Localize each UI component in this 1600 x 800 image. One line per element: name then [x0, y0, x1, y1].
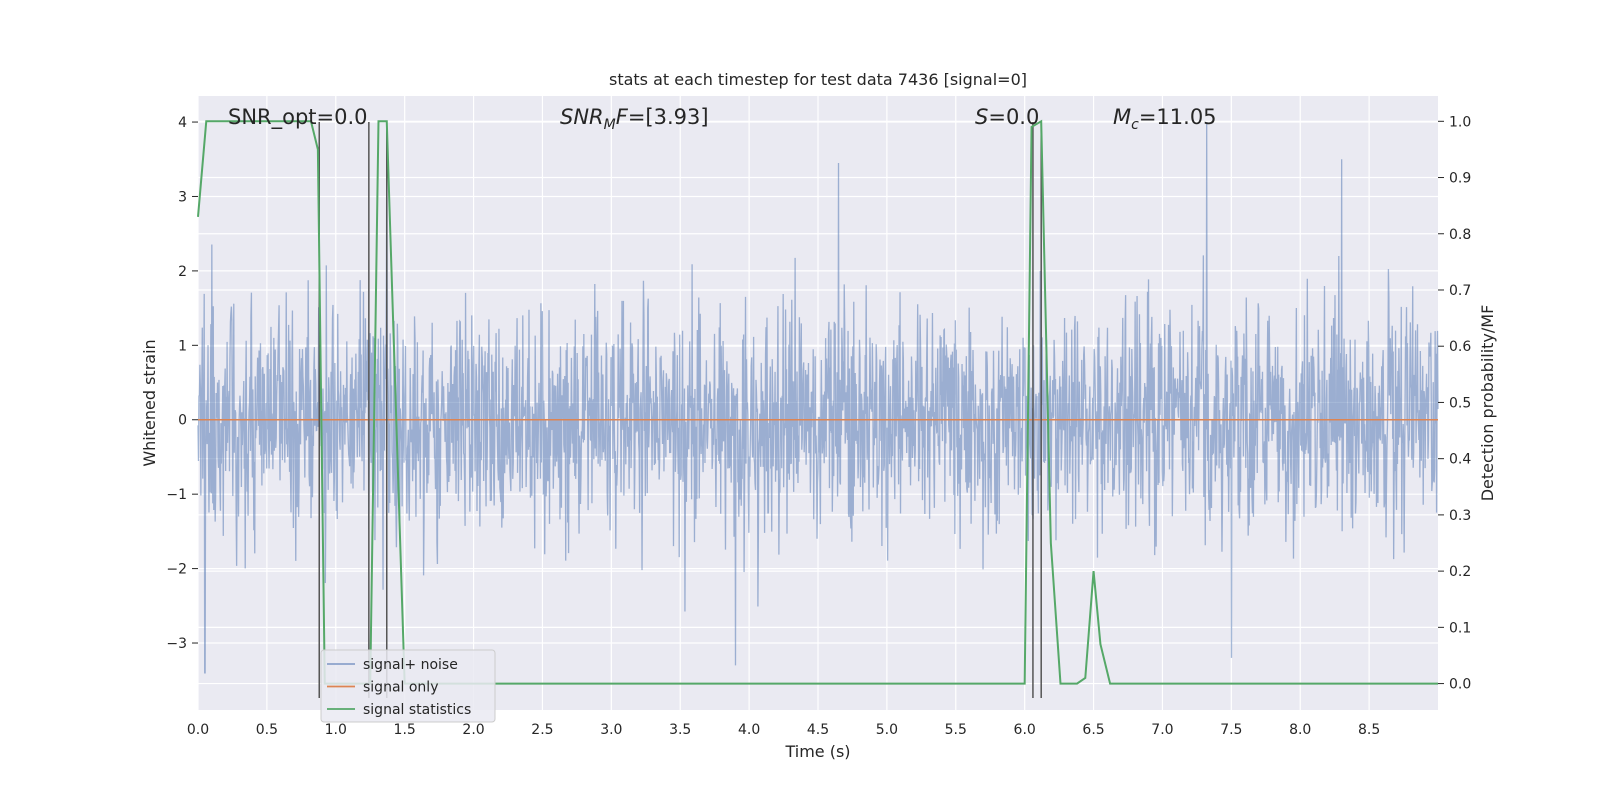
y-tick-label-right: 1.0: [1449, 114, 1471, 130]
legend-label: signal only: [363, 680, 438, 696]
x-tick-label: 7.0: [1151, 722, 1173, 738]
signal-plus-noise-line: [197, 122, 1439, 674]
x-tick-label: 3.5: [669, 722, 691, 738]
chart-title: stats at each timestep for test data 743…: [609, 70, 1027, 89]
x-tick-label: 0.0: [187, 722, 209, 738]
legend: signal+ noise signal only signal statistic…: [320, 649, 496, 723]
x-tick-label: 5.0: [876, 722, 898, 738]
legend-label: signal statistics: [363, 702, 471, 718]
x-tick-label: 7.5: [1220, 722, 1242, 738]
y-tick-label-left: 4: [178, 115, 187, 131]
x-tick-label: 8.5: [1358, 722, 1380, 738]
x-tick-label: 0.5: [256, 722, 278, 738]
x-tick-label: 3.0: [600, 722, 622, 738]
x-tick-label: 1.5: [394, 722, 416, 738]
y-tick-label-left: 3: [178, 189, 187, 205]
snr-mf-annotation: SNRMF=[3.93]: [560, 105, 709, 133]
y-tick-label-right: 0.7: [1449, 283, 1471, 299]
y-axis-label-left: Whitened strain: [140, 339, 159, 466]
snr-opt-annotation: SNR_opt=0.0: [228, 105, 368, 130]
x-tick-label: 6.5: [1082, 722, 1104, 738]
y-tick-label-left: 1: [178, 338, 187, 354]
mc-annotation: Mc=11.05: [1113, 105, 1217, 133]
annotations: SNR_opt=0.0 SNRMF=[3.93] S=0.0 Mc=11.05: [228, 105, 1217, 133]
y-tick-label-left: −2: [166, 562, 187, 578]
x-tick-label: 6.0: [1014, 722, 1036, 738]
x-tick-label: 8.0: [1289, 722, 1311, 738]
x-tick-label: 2.0: [462, 722, 484, 738]
x-tick-label: 4.5: [807, 722, 829, 738]
legend-box: [320, 649, 496, 723]
y-tick-label-right: 0.0: [1449, 677, 1471, 693]
y-tick-label-right: 0.6: [1449, 339, 1471, 355]
y-tick-label-right: 0.2: [1449, 564, 1471, 580]
signal-plus-noise-series: [197, 122, 1439, 674]
x-tick-label: 2.5: [531, 722, 553, 738]
y-tick-label-left: 2: [178, 264, 187, 280]
axes: 0.0 0.5 1.0 1.5 2.0 2.5 3.0 3.5 4.0 4.5 5.0 5.5 6.0 6…: [166, 114, 1471, 738]
legend-label: signal+ noise: [363, 657, 458, 673]
x-tick-label: 5.5: [945, 722, 967, 738]
x-axis-label: Time (s): [784, 742, 850, 761]
x-tick-label: 4.0: [738, 722, 760, 738]
x-tick-label: 1.0: [325, 722, 347, 738]
y-tick-label-right: 0.4: [1449, 452, 1471, 468]
y-tick-label-left: −1: [166, 487, 187, 503]
y-tick-label-right: 0.3: [1449, 508, 1471, 524]
y-tick-label-right: 0.8: [1449, 227, 1471, 243]
y-tick-label-right: 0.1: [1449, 620, 1471, 636]
y-tick-label-right: 0.9: [1449, 171, 1471, 187]
y-tick-label-left: −3: [166, 636, 187, 652]
y-tick-label-left: 0: [178, 413, 187, 429]
y-axis-label-right: Detection probability/MF: [1478, 305, 1497, 502]
y-tick-label-right: 0.5: [1449, 395, 1471, 411]
s-annotation: S=0.0: [975, 105, 1039, 129]
